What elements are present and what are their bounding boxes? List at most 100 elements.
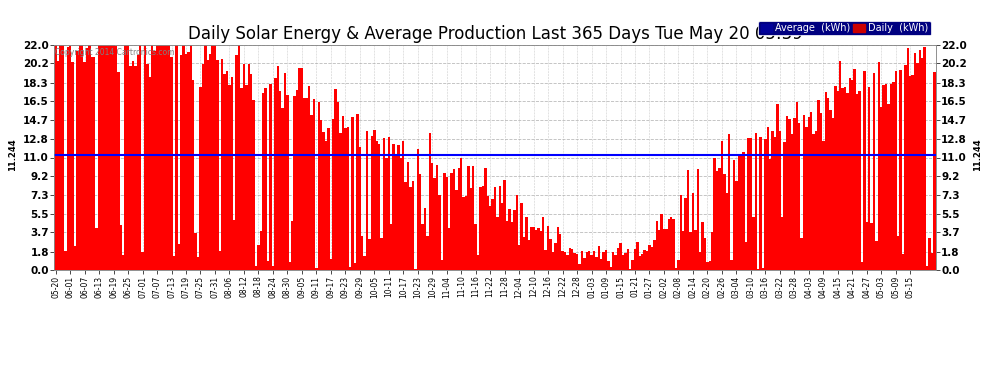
Bar: [192, 80, 194, 270]
Bar: [130, 66, 132, 270]
Bar: [544, 250, 546, 270]
Bar: [726, 193, 728, 270]
Bar: [66, 47, 69, 270]
Bar: [615, 255, 617, 270]
Bar: [405, 182, 407, 270]
Bar: [144, 45, 147, 270]
Bar: [554, 243, 556, 270]
Bar: [742, 152, 744, 270]
Bar: [779, 132, 781, 270]
Bar: [115, 46, 117, 270]
Bar: [153, 51, 155, 270]
Bar: [808, 117, 810, 270]
Bar: [624, 254, 627, 270]
Bar: [257, 244, 259, 270]
Bar: [890, 84, 892, 270]
Bar: [856, 94, 858, 270]
Bar: [644, 251, 645, 270]
Bar: [284, 73, 286, 270]
Bar: [791, 135, 793, 270]
Bar: [400, 158, 402, 270]
Bar: [479, 187, 482, 270]
Bar: [325, 141, 328, 270]
Bar: [916, 63, 919, 270]
Bar: [98, 45, 100, 270]
Bar: [455, 190, 457, 270]
Bar: [740, 155, 742, 270]
Bar: [356, 114, 358, 270]
Bar: [858, 91, 860, 270]
Bar: [342, 116, 345, 270]
Bar: [380, 238, 383, 270]
Bar: [731, 260, 733, 270]
Bar: [267, 261, 269, 270]
Bar: [774, 137, 776, 270]
Bar: [465, 196, 467, 270]
Bar: [714, 158, 716, 270]
Bar: [427, 236, 429, 270]
Bar: [658, 230, 660, 270]
Bar: [813, 134, 815, 270]
Bar: [366, 131, 368, 270]
Bar: [110, 45, 113, 270]
Bar: [202, 64, 204, 270]
Bar: [585, 252, 588, 270]
Bar: [409, 187, 412, 270]
Bar: [839, 61, 842, 270]
Bar: [177, 244, 180, 270]
Bar: [491, 199, 494, 270]
Bar: [561, 251, 563, 270]
Bar: [605, 250, 607, 270]
Bar: [721, 141, 723, 270]
Bar: [373, 130, 375, 270]
Bar: [736, 181, 738, 270]
Bar: [665, 229, 667, 270]
Bar: [197, 257, 199, 270]
Bar: [254, 266, 257, 270]
Bar: [337, 102, 340, 270]
Bar: [431, 163, 434, 270]
Bar: [474, 224, 477, 270]
Bar: [899, 70, 902, 270]
Bar: [86, 48, 88, 270]
Bar: [182, 45, 185, 270]
Bar: [402, 141, 405, 270]
Bar: [134, 66, 137, 270]
Bar: [578, 264, 581, 270]
Bar: [533, 227, 535, 270]
Bar: [701, 222, 704, 270]
Bar: [236, 55, 238, 270]
Bar: [252, 100, 254, 270]
Bar: [868, 87, 870, 270]
Bar: [241, 88, 243, 270]
Bar: [513, 210, 516, 270]
Bar: [759, 138, 761, 270]
Bar: [595, 257, 598, 270]
Bar: [229, 84, 231, 270]
Bar: [590, 255, 593, 270]
Bar: [160, 45, 163, 270]
Bar: [340, 133, 342, 270]
Bar: [434, 178, 436, 270]
Bar: [271, 266, 274, 270]
Bar: [298, 68, 301, 270]
Bar: [670, 216, 672, 270]
Bar: [108, 45, 110, 270]
Bar: [629, 268, 632, 270]
Bar: [397, 146, 400, 270]
Bar: [677, 260, 680, 270]
Bar: [429, 134, 431, 270]
Bar: [827, 98, 830, 270]
Bar: [165, 45, 168, 270]
Bar: [163, 45, 165, 270]
Bar: [243, 63, 246, 270]
Bar: [870, 223, 873, 270]
Bar: [88, 45, 91, 270]
Bar: [786, 116, 788, 270]
Bar: [697, 169, 699, 270]
Bar: [95, 228, 98, 270]
Bar: [573, 252, 576, 270]
Bar: [238, 45, 241, 270]
Bar: [214, 45, 216, 270]
Bar: [865, 222, 868, 270]
